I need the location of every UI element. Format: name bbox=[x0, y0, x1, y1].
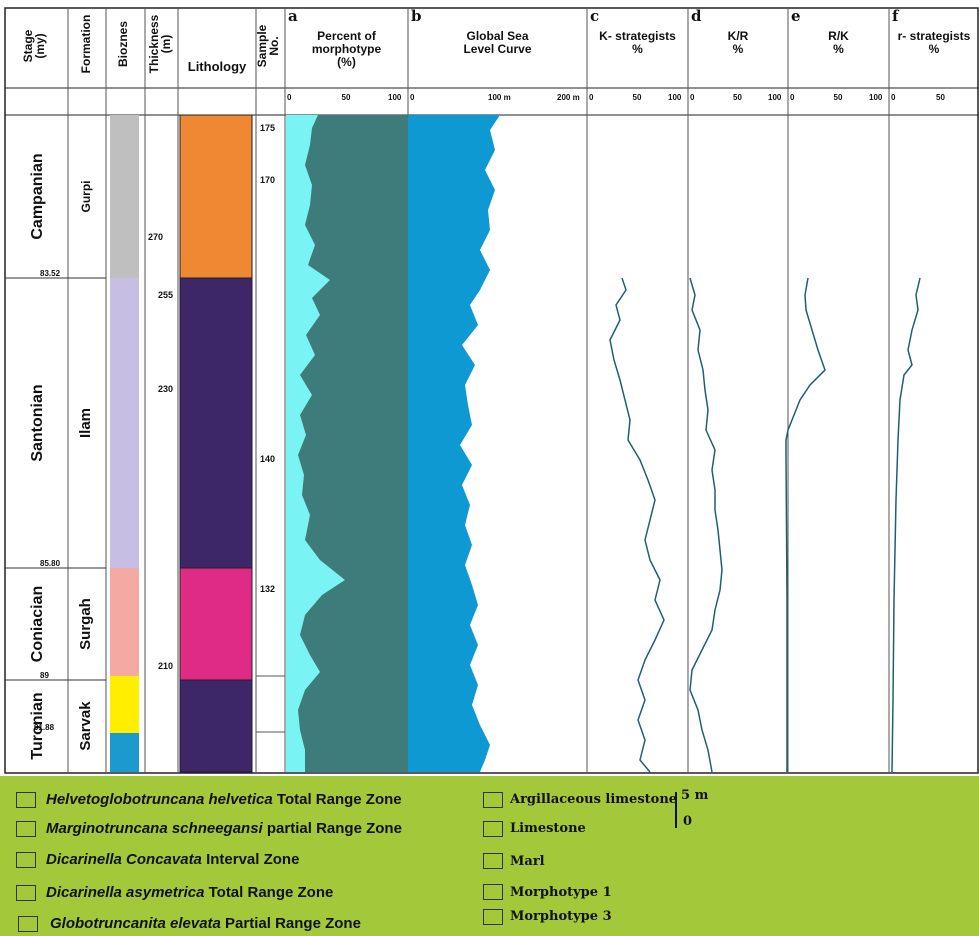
rk-curve bbox=[785, 277, 826, 772]
column-bodies: Campanian 83.52 Gurpi Santonian 85.80 Ilam Con… bbox=[5, 114, 285, 773]
panel-tick-a: 50 bbox=[342, 93, 351, 102]
scale-top-label: 5 m bbox=[681, 788, 709, 803]
scale-bottom-label: 0 bbox=[683, 814, 693, 829]
legend-swatch-elevata bbox=[18, 916, 38, 932]
panel-title-a: Percent of morphotype (%) bbox=[312, 29, 382, 69]
thickness-label: 270 bbox=[148, 232, 163, 242]
stage-santonian: Santonian bbox=[29, 384, 46, 461]
r-strategists-curve bbox=[891, 277, 921, 773]
lithology-limestone bbox=[179, 277, 253, 569]
panel-tick-b: 200 m bbox=[557, 93, 580, 102]
legend-swatch-argillaceous bbox=[483, 792, 503, 808]
header-biozones: Bioznes bbox=[116, 21, 130, 67]
panel-tick-b: 0 bbox=[410, 93, 415, 102]
sample-label: 170 bbox=[260, 175, 275, 185]
header-row: Stage(my) Formation Bioznes Thickness(m) Lit… bbox=[4, 7, 979, 774]
panel-title-e: R/K% bbox=[828, 29, 849, 56]
panel-tick-c: 50 bbox=[633, 93, 642, 102]
lithology-marl bbox=[179, 114, 253, 279]
formation-surgah: Surgah bbox=[77, 598, 94, 650]
stage-age: 83.52 bbox=[40, 269, 61, 278]
legend-biozone-concavata: Dicarinella Concavata Interval Zone bbox=[46, 851, 300, 868]
chart-frame bbox=[4, 7, 979, 774]
legend-swatch-schneegansi bbox=[16, 821, 36, 837]
legend-swatch-asymetrica bbox=[16, 885, 36, 901]
legend-swatch-morphotype1 bbox=[483, 884, 503, 900]
stage-coniacian: Coniacian bbox=[29, 586, 46, 662]
biozone-elevata bbox=[110, 115, 139, 278]
biozone-concavata bbox=[110, 568, 139, 676]
panel-tick-c: 0 bbox=[589, 93, 594, 102]
panel-tick-a: 0 bbox=[287, 93, 292, 102]
panel-tick-f: 50 bbox=[936, 93, 945, 102]
legend-biozone-asymetrica: Dicarinella asymetrica Total Range Zone bbox=[46, 884, 334, 901]
legend-swatch-helvetica bbox=[16, 792, 36, 808]
panel-tick-d: 0 bbox=[690, 93, 695, 102]
panel-tick-e: 0 bbox=[790, 93, 795, 102]
stage-age: 89 bbox=[40, 671, 49, 680]
header-formation: Formation bbox=[79, 15, 93, 74]
legend-lith-marl: Marl bbox=[510, 854, 545, 869]
legend-biozone-elevata: Globotruncanita elevata Partial Range Zo… bbox=[50, 915, 361, 932]
panel-tick-f: 0 bbox=[891, 93, 896, 102]
panel-tick-e: 50 bbox=[834, 93, 843, 102]
legend-biozone-helvetica: Helvetoglobotruncana helvetica Total Ran… bbox=[46, 791, 402, 808]
sea-level-area bbox=[408, 115, 500, 772]
legend-lith-morphotype3: Morphotype 3 bbox=[510, 909, 612, 924]
sample-label: 140 bbox=[260, 454, 275, 464]
panel-title-f: r- strategists% bbox=[898, 29, 971, 56]
legend-swatch-concavata bbox=[16, 852, 36, 868]
sample-label: 175 bbox=[260, 123, 275, 133]
legend-swatch-limestone bbox=[483, 821, 503, 837]
thickness-label: 255 bbox=[158, 290, 173, 300]
panel-letter-c: c bbox=[590, 7, 599, 25]
legend-swatch-morphotype3 bbox=[483, 909, 503, 925]
formation-ilam: Ilam bbox=[77, 408, 94, 438]
legend-swatch-marl bbox=[483, 853, 503, 869]
header-stage: Stage(my) bbox=[21, 29, 47, 62]
panel-letter-d: d bbox=[691, 7, 702, 25]
stage-age: 85.80 bbox=[40, 559, 61, 568]
curve-panels bbox=[286, 115, 921, 773]
formation-sarvak: Sarvak bbox=[77, 701, 94, 751]
biozone-schneegansi bbox=[110, 676, 139, 733]
biozone-asymetrica bbox=[110, 278, 139, 568]
legend-lith-morphotype1: Morphotype 1 bbox=[510, 885, 612, 900]
header-thickness: Thickness(m) bbox=[147, 14, 173, 73]
stage-age: 91.88 bbox=[34, 723, 55, 732]
panel-letter-b: b bbox=[411, 7, 422, 25]
panel-tick-d: 100 bbox=[768, 93, 782, 102]
panel-title-b: Global Sea Level Curve bbox=[463, 29, 531, 56]
scale-bar bbox=[675, 792, 677, 828]
panel-letter-e: e bbox=[791, 7, 801, 25]
stage-turonian: Turonian bbox=[29, 692, 46, 759]
k-strategists-curve bbox=[609, 277, 665, 773]
morphotype-dark-area bbox=[298, 115, 408, 772]
panel-letter-f: f bbox=[892, 7, 900, 25]
panel-tick-b: 100 m bbox=[488, 93, 511, 102]
formation-gurpi: Gurpi bbox=[79, 181, 93, 213]
panel-title-d: K/R% bbox=[728, 29, 749, 56]
legend: Helvetoglobotruncana helvetica Total Ran… bbox=[0, 776, 979, 936]
lithology-limestone bbox=[179, 679, 253, 773]
panel-title-c: K- strategists% bbox=[599, 29, 676, 56]
header-lithology: Lithology bbox=[188, 59, 247, 74]
sample-label: 132 bbox=[260, 584, 275, 594]
thickness-label: 230 bbox=[158, 384, 173, 394]
biozone-helvetica bbox=[110, 733, 139, 772]
lithology-argillaceous-limestone bbox=[179, 567, 253, 681]
panel-tick-a: 100 bbox=[388, 93, 402, 102]
legend-lith-argillaceous: Argillaceous limestone bbox=[510, 792, 678, 807]
panel-tick-c: 100 bbox=[668, 93, 682, 102]
kr-curve bbox=[689, 277, 723, 773]
panel-letter-a: a bbox=[288, 7, 298, 25]
stage-campanian: Campanian bbox=[29, 153, 46, 239]
panel-tick-e: 100 bbox=[869, 93, 883, 102]
legend-biozone-schneegansi: Marginotruncana schneegansi partial Rang… bbox=[46, 820, 402, 837]
legend-lith-limestone: Limestone bbox=[510, 821, 586, 836]
thickness-label: 210 bbox=[158, 661, 173, 671]
header-sample: SampleNo. bbox=[255, 24, 281, 67]
panel-tick-d: 50 bbox=[733, 93, 742, 102]
stratigraphic-chart: Stage(my) Formation Bioznes Thickness(m) Lit… bbox=[4, 7, 979, 774]
